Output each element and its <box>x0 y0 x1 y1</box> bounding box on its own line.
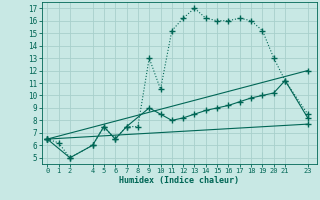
X-axis label: Humidex (Indice chaleur): Humidex (Indice chaleur) <box>119 176 239 185</box>
